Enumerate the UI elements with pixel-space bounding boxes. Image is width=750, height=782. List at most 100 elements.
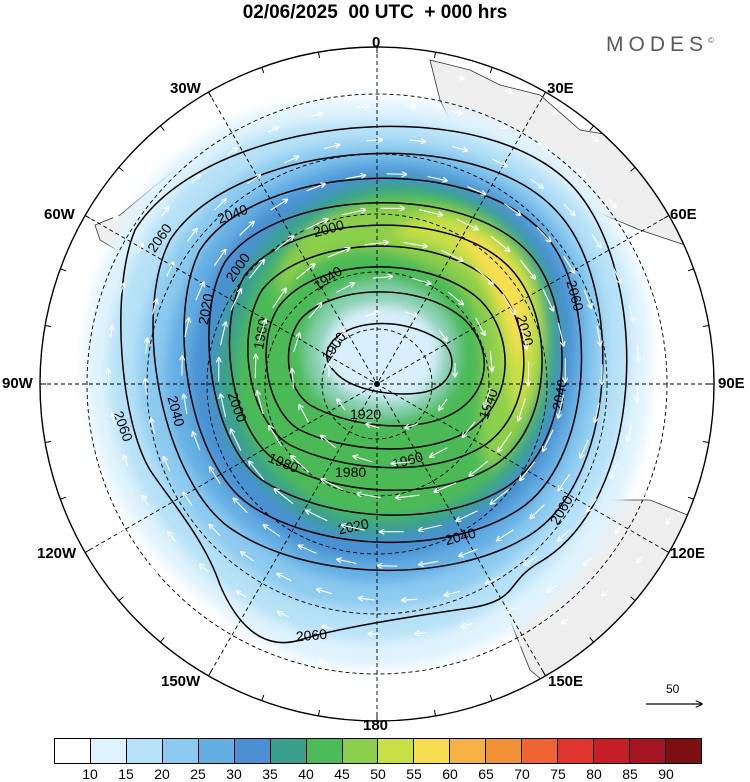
border-tick (489, 67, 493, 74)
wind-vector-arrow (272, 288, 287, 309)
wind-vector-arrow (114, 216, 118, 223)
wind-vector-arrow (182, 356, 183, 376)
wind-vector-arrow (274, 489, 294, 505)
wind-vector-arrow (563, 256, 575, 273)
chart-title: 02/06/2025 00 UTC + 000 hrs (242, 2, 508, 23)
wind-vector-arrow (418, 524, 443, 530)
wind-vector-arrow (241, 552, 254, 562)
wind-vector-arrow (628, 306, 633, 322)
wind-vector-arrow (530, 178, 543, 188)
wind-vector-arrow (214, 199, 227, 211)
wind-vector-arrow (81, 442, 83, 450)
colorbar-tick-label: 20 (154, 766, 170, 782)
wind-vector-arrow (359, 598, 375, 600)
wind-vector-arrow (111, 325, 113, 338)
wind-vector-arrow (456, 218, 479, 230)
wind-vector-arrow (415, 633, 427, 634)
wind-vector-arrow (299, 405, 309, 423)
contour-label: 2040 (443, 525, 477, 549)
wind-vector-arrow (292, 369, 294, 389)
vector-scale-label: 50 (666, 682, 680, 696)
wind-vector-arrow (689, 474, 692, 482)
wind-vector-arrow (78, 302, 80, 311)
border-tick (589, 637, 595, 643)
wind-vector-arrow (186, 599, 193, 605)
border-tick (663, 215, 670, 219)
colorbar-swatch (486, 739, 523, 763)
wind-vector-arrow (150, 566, 156, 573)
wind-vector-arrow (427, 175, 448, 181)
wind-vector-arrow (183, 492, 193, 506)
wind-vector-arrow (587, 498, 597, 512)
contour-2060 (120, 125, 628, 644)
wind-vector-arrow (637, 555, 643, 562)
lon-label-180: 180 (363, 717, 389, 734)
border-tick (208, 670, 212, 677)
border-tick (118, 596, 124, 602)
colorbar-swatch (270, 739, 307, 763)
brand-name: MODES (606, 33, 709, 56)
colorbar-swatch (594, 739, 630, 763)
wind-vector-arrow (537, 142, 548, 149)
wind-vector-arrow (146, 338, 148, 355)
colorbar-tick-label: 10 (82, 766, 98, 782)
wind-vector-arrow (191, 175, 201, 184)
wind-vector-arrow (613, 268, 621, 284)
contour-1900 (325, 322, 453, 395)
border-tick (542, 670, 546, 677)
wind-vector-arrow (420, 667, 428, 668)
wind-vector-arrow (615, 523, 624, 534)
border-tick (433, 709, 437, 716)
wind-vector-arrow (462, 421, 476, 437)
wind-vector-arrow (236, 591, 247, 598)
wind-vector-arrow (259, 95, 267, 98)
contour-label: 1920 (350, 406, 381, 422)
wind-vector-arrow (591, 135, 598, 141)
wind-vector-arrow (291, 456, 309, 473)
wind-vector-arrow (337, 399, 346, 411)
wind-vector-arrow (160, 207, 168, 217)
colorbar-swatch (342, 739, 379, 763)
wind-vector-arrow (357, 106, 369, 107)
wind-vector-arrow (503, 203, 520, 216)
wind-vector-arrow (298, 545, 317, 554)
wind-vector-arrow (638, 345, 639, 362)
wind-vector-arrow (306, 184, 326, 192)
wind-vector-arrow (356, 72, 364, 73)
wind-vector-arrow (227, 626, 235, 630)
wind-vector-arrow (475, 267, 494, 284)
colorbar-swatch (162, 739, 199, 763)
wind-vector-arrow (195, 282, 204, 301)
height-contours (120, 125, 628, 644)
wind-vector-arrow (596, 326, 600, 346)
wind-vector-arrow (364, 242, 389, 245)
wind-vector-arrow (434, 482, 457, 492)
wind-vector-arrow (365, 312, 379, 317)
contour-label: 1980 (335, 464, 366, 480)
wind-vector-arrow (610, 463, 618, 478)
wind-vector-arrow (484, 387, 491, 407)
contour-label: 2060 (563, 278, 587, 312)
colorbar-tick-label: 50 (370, 766, 386, 782)
wind-vector-arrow (151, 418, 156, 434)
wind-vector-arrow (311, 113, 324, 116)
wind-vector-arrow (386, 174, 407, 175)
border-tick (60, 268, 67, 272)
border-tick (702, 324, 709, 328)
wind-vector-arrow (549, 110, 557, 114)
border-tick (317, 52, 321, 59)
wind-vector-arrow (233, 498, 248, 514)
colorbar-swatch (522, 739, 559, 763)
contour-1980 (228, 224, 543, 491)
border-ticks (40, 47, 714, 721)
brand-logo: MODES© (606, 33, 714, 57)
wind-vector-arrow (320, 661, 328, 663)
colorbar-swatch (450, 739, 487, 763)
border-tick (542, 91, 546, 98)
colorbar-swatch (558, 739, 595, 763)
wind-vector-arrow (248, 260, 264, 279)
wind-vector-arrow (246, 175, 260, 185)
border-tick (261, 67, 265, 74)
wind-vector-arrow (530, 504, 545, 519)
wind-vector-arrow (119, 283, 124, 295)
